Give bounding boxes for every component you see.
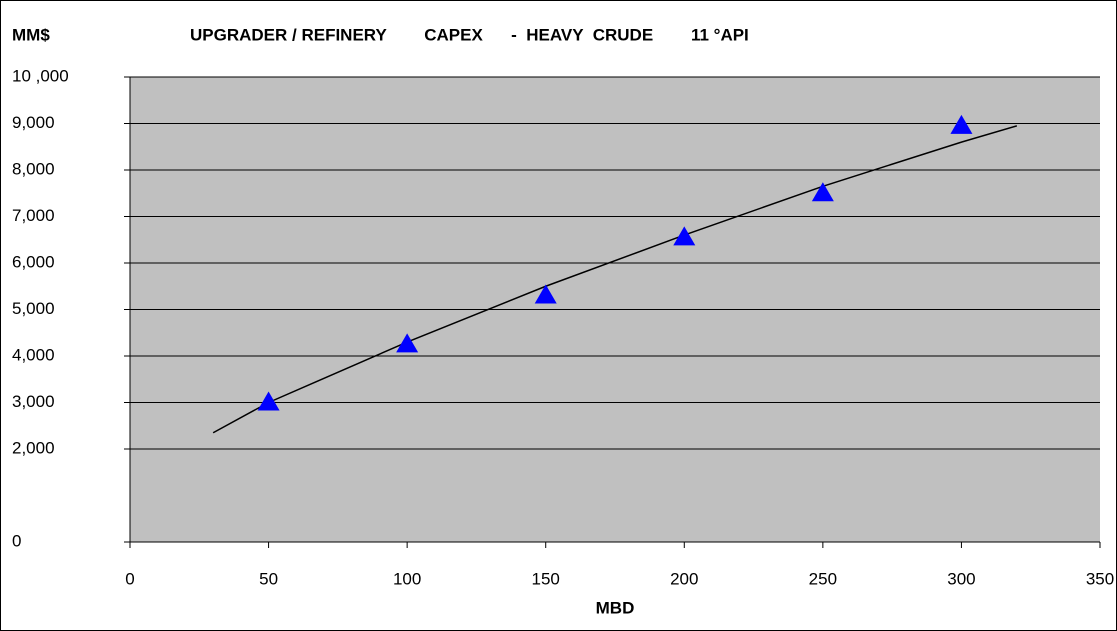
x-tick-label: 50 bbox=[259, 569, 278, 588]
y-tick-label: 2,000 bbox=[12, 438, 55, 457]
y-axis-label: MM$ bbox=[12, 25, 50, 44]
chart-title: UPGRADER / REFINERY CAPEX - HEAVY CRUDE … bbox=[190, 25, 749, 44]
data-point bbox=[811, 182, 834, 202]
x-tick-label: 100 bbox=[393, 569, 421, 588]
data-point bbox=[950, 114, 973, 134]
x-tick-label: 350 bbox=[1086, 569, 1114, 588]
y-tick-label: 8,000 bbox=[12, 159, 55, 178]
y-tick-label: 9,000 bbox=[12, 113, 55, 132]
y-tick-label: 4,000 bbox=[12, 345, 55, 364]
x-axis-label: MBD bbox=[596, 598, 635, 617]
y-tick-label: 10 ,000 bbox=[12, 66, 69, 85]
data-point bbox=[257, 391, 280, 411]
y-tick-label: 0 bbox=[12, 531, 21, 550]
y-tick-label: 5,000 bbox=[12, 299, 55, 318]
y-tick-label: 6,000 bbox=[12, 252, 55, 271]
x-tick-label: 200 bbox=[670, 569, 698, 588]
y-tick-label: 3,000 bbox=[12, 392, 55, 411]
trend-line bbox=[212, 125, 1018, 434]
data-point bbox=[534, 284, 557, 304]
data-point bbox=[396, 333, 419, 353]
x-tick-label: 150 bbox=[532, 569, 560, 588]
data-point bbox=[673, 226, 696, 246]
x-tick-label: 250 bbox=[809, 569, 837, 588]
y-tick-label: 7,000 bbox=[12, 206, 55, 225]
x-tick-label: 300 bbox=[947, 569, 975, 588]
x-tick-label: 0 bbox=[125, 569, 134, 588]
